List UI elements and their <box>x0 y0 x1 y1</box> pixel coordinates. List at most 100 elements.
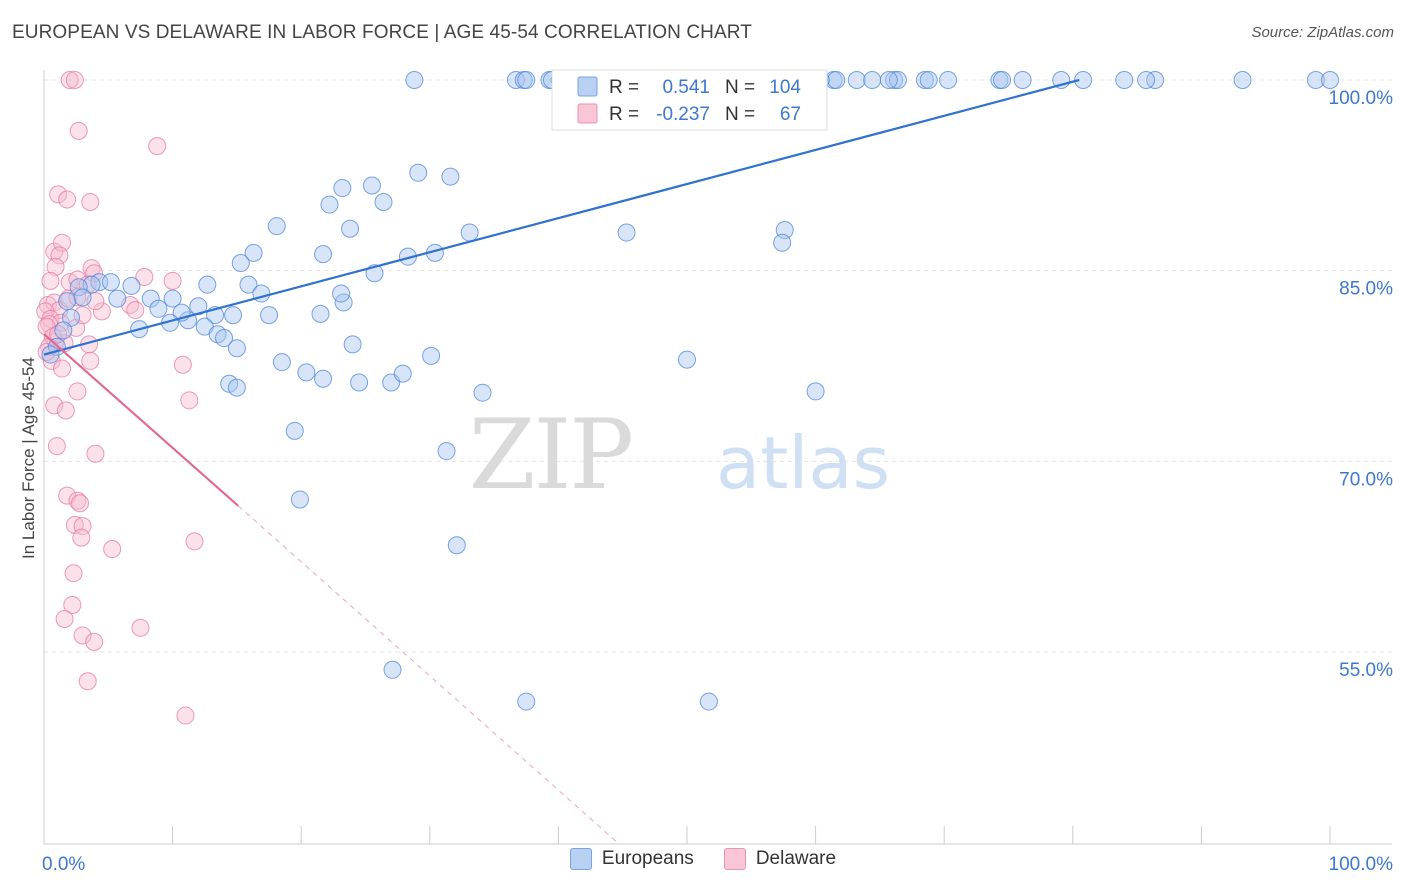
europeans-point <box>314 245 333 264</box>
europeans-point <box>1306 71 1325 89</box>
europeans-point <box>215 329 234 348</box>
europeans-point <box>260 306 279 325</box>
europeans-point <box>409 163 428 182</box>
legend-label-delaware: Delaware <box>755 848 837 869</box>
delaware-point <box>135 268 154 287</box>
delaware-point <box>69 121 88 140</box>
europeans-point <box>1146 71 1165 89</box>
delaware-point <box>58 190 77 209</box>
delaware-point <box>68 382 87 401</box>
europeans-point <box>374 193 393 212</box>
delaware-point <box>85 264 104 283</box>
x-tick-label: 0.0% <box>42 854 85 875</box>
delaware-point <box>53 359 72 378</box>
europeans-point <box>341 219 360 238</box>
delaware-point <box>185 532 204 551</box>
europeans-point <box>915 71 934 89</box>
europeans-points <box>41 71 1339 711</box>
europeans-point <box>827 71 846 89</box>
delaware-point <box>68 491 87 510</box>
delaware-point <box>78 672 97 691</box>
delaware-point <box>103 540 122 559</box>
delaware-point <box>46 257 65 276</box>
europeans-point <box>224 306 243 325</box>
stats-r-value-pink: -0.237 <box>656 104 710 125</box>
stats-r-label-pink: R = <box>609 104 639 125</box>
europeans-point <box>54 321 73 340</box>
delaware-point <box>86 444 105 463</box>
delaware-point <box>65 71 84 89</box>
europeans-point <box>1115 71 1134 89</box>
europeans-point <box>885 71 904 89</box>
europeans-point <box>108 289 127 308</box>
europeans-point <box>101 273 120 292</box>
legend: Europeans Delaware <box>0 848 1406 870</box>
delaware-point <box>85 632 104 651</box>
delaware-point <box>45 396 64 415</box>
delaware-point <box>73 306 92 325</box>
europeans-point <box>122 276 141 295</box>
y-tick-label: 100.0% <box>1329 88 1394 109</box>
grid-lines <box>44 79 1392 653</box>
europeans-point <box>333 179 352 198</box>
legend-label-europeans: Europeans <box>601 848 694 869</box>
europeans-point <box>441 167 460 186</box>
europeans-point <box>888 71 907 89</box>
tick-labels: 55.0% 70.0% 85.0% 100.0% 0.0% 100.0% <box>42 88 1393 875</box>
delaware-point <box>163 271 182 290</box>
delaware-point <box>68 270 87 289</box>
europeans-point <box>1074 71 1093 89</box>
europeans-point <box>311 304 330 323</box>
source-credit: Source: ZipAtlas.com <box>1251 24 1394 41</box>
delaware-point <box>81 193 100 212</box>
stats-n-value-blue: 104 <box>769 77 801 98</box>
europeans-point <box>617 223 636 242</box>
europeans-point <box>1233 71 1252 89</box>
europeans-point <box>272 353 291 372</box>
legend-item-europeans: Europeans <box>569 848 694 870</box>
y-tick-label: 55.0% <box>1339 660 1393 681</box>
europeans-point <box>678 350 696 369</box>
europeans-point <box>422 346 441 365</box>
stats-r-value-blue: 0.541 <box>662 77 710 98</box>
europeans-point <box>58 292 77 311</box>
delaware-point <box>180 391 199 410</box>
europeans-point <box>320 195 339 214</box>
europeans-point <box>993 71 1012 89</box>
legend-swatch-europeans <box>569 848 592 870</box>
europeans-point <box>847 71 866 89</box>
europeans-point <box>393 364 412 383</box>
europeans-point <box>699 692 718 711</box>
delaware-point <box>55 609 74 628</box>
legend-swatch-delaware <box>723 848 746 870</box>
europeans-point <box>383 660 402 679</box>
europeans-point <box>343 335 362 354</box>
watermark-zip: ZIP <box>469 399 632 511</box>
stats-n-label-blue: N = <box>725 77 755 98</box>
stats-n-label-pink: N = <box>725 104 755 125</box>
europeans-point <box>141 289 160 308</box>
europeans-point <box>1321 71 1339 89</box>
europeans-point <box>1137 71 1156 89</box>
axes <box>43 70 1392 845</box>
delaware-point <box>41 271 60 290</box>
europeans-point <box>227 339 246 358</box>
stats-n-value-pink: 67 <box>780 104 801 125</box>
watermark-atlas: atlas <box>716 421 890 505</box>
europeans-point <box>163 289 182 308</box>
delaware-point <box>173 355 192 374</box>
delaware-point <box>72 528 91 547</box>
delaware-point <box>63 595 82 614</box>
europeans-point <box>405 71 424 89</box>
europeans-point <box>69 278 88 297</box>
europeans-point <box>239 275 258 294</box>
europeans-point <box>290 490 309 509</box>
europeans-point <box>244 243 263 262</box>
y-tick-label: 85.0% <box>1339 279 1393 300</box>
delaware-point <box>56 401 75 420</box>
delaware-point <box>176 706 195 725</box>
europeans-point <box>285 421 304 440</box>
europeans-point <box>41 345 60 364</box>
europeans-point <box>863 71 882 89</box>
